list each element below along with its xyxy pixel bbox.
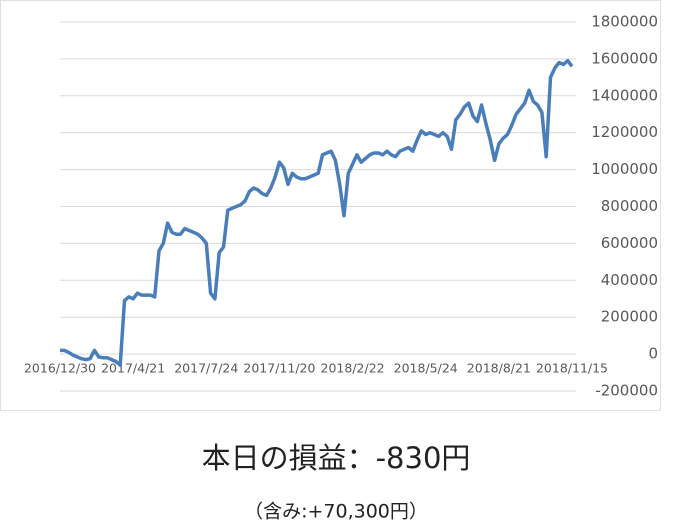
x-tick-label: 2018/11/15 <box>536 361 608 376</box>
x-tick-label: 2017/4/21 <box>101 361 165 376</box>
daily-pnl: 本日の損益：-830円 <box>202 441 471 475</box>
y-tick-label: -200000 <box>595 382 658 400</box>
x-tick-label: 2016/12/30 <box>24 361 96 376</box>
unrealized-pnl: （含み:+70,300円） <box>244 501 428 523</box>
data-line <box>60 58 574 367</box>
y-tick-label: 1200000 <box>591 123 658 141</box>
chart-frame <box>0 0 661 411</box>
x-tick-label: 2017/7/24 <box>174 361 238 376</box>
x-tick-label: 2018/5/24 <box>394 361 458 376</box>
y-tick-label: 1000000 <box>591 160 658 178</box>
y-tick-label: 1400000 <box>591 86 658 104</box>
y-tick-label: 1600000 <box>591 49 658 67</box>
y-tick-label: 0 <box>648 345 658 363</box>
x-tick-label: 2018/8/21 <box>467 361 531 376</box>
y-tick-label: 400000 <box>601 271 658 289</box>
y-tick-label: 200000 <box>601 308 658 326</box>
x-tick-label: 2018/2/22 <box>321 361 385 376</box>
y-tick-label: 800000 <box>601 197 658 215</box>
y-tick-label: 600000 <box>601 234 658 252</box>
y-tick-label: 1800000 <box>591 13 658 31</box>
x-tick-label: 2017/11/20 <box>243 361 315 376</box>
